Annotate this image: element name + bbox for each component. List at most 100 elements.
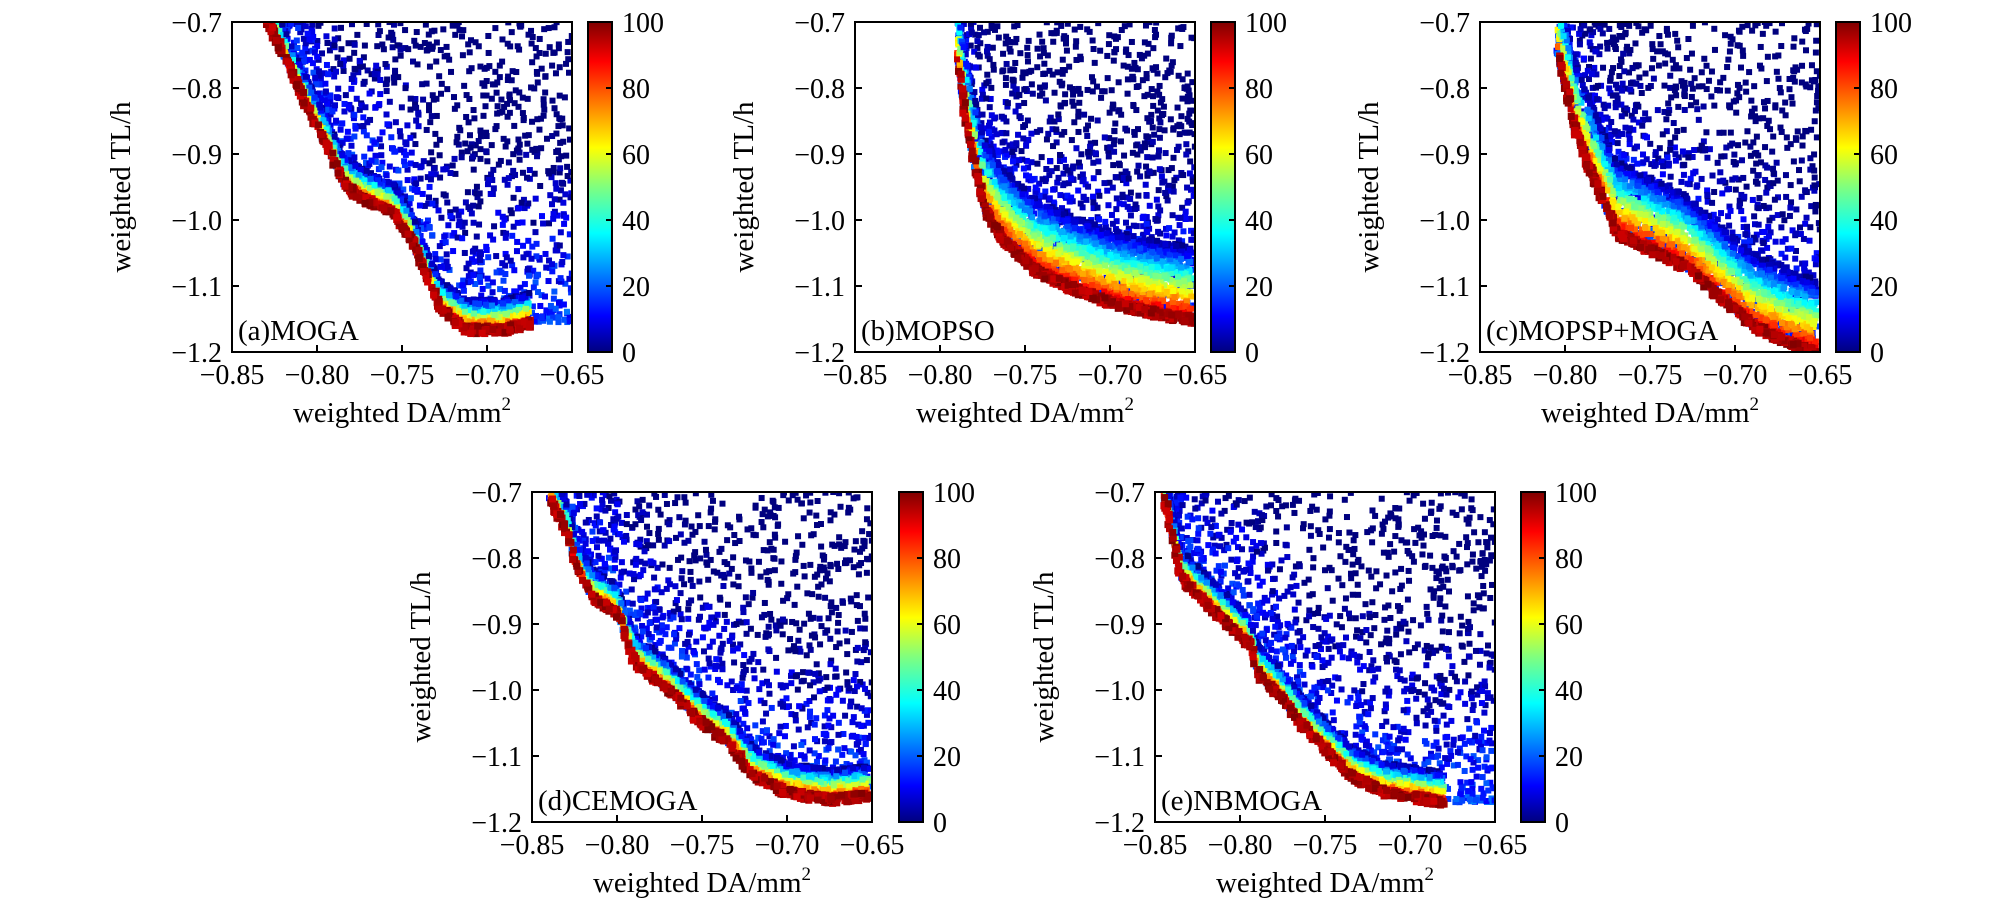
scatter-point	[458, 208, 465, 215]
scatter-point	[425, 194, 432, 201]
scatter-point	[428, 113, 435, 120]
front-point	[467, 330, 475, 338]
scatter-point	[1004, 103, 1011, 110]
scatter-point	[542, 73, 549, 80]
front-point	[380, 204, 388, 212]
scatter-point	[1105, 41, 1112, 48]
scatter-point	[477, 127, 484, 134]
scatter-point	[1056, 158, 1063, 165]
front-point	[282, 53, 290, 61]
scatter-point	[1041, 60, 1048, 67]
scatter-point	[302, 58, 309, 65]
scatter-point	[283, 31, 290, 38]
scatter-point	[481, 82, 488, 89]
scatter-point	[1187, 107, 1194, 114]
scatter-point	[1046, 195, 1053, 202]
scatter-point	[550, 49, 557, 56]
scatter-point	[389, 198, 396, 205]
scatter-point	[560, 252, 567, 259]
scatter-point	[517, 284, 524, 291]
scatter-point	[315, 68, 322, 75]
scatter-point	[304, 30, 311, 37]
scatter-point	[492, 316, 499, 323]
front-point	[516, 324, 524, 332]
scatter-point	[453, 293, 460, 300]
scatter-point	[451, 309, 458, 316]
scatter-point	[433, 112, 440, 119]
scatter-point	[524, 309, 531, 316]
scatter-point	[422, 22, 429, 28]
scatter-point	[355, 69, 362, 76]
scatter-point	[566, 136, 572, 143]
scatter-point	[552, 247, 559, 254]
scatter-point	[1019, 156, 1026, 163]
scatter-point	[505, 159, 512, 166]
scatter-point	[401, 158, 408, 165]
scatter-point	[455, 222, 462, 229]
scatter-point	[426, 102, 433, 109]
scatter-point	[1154, 88, 1161, 95]
scatter-point	[1076, 163, 1083, 170]
scatter-point	[1176, 222, 1183, 229]
front-point	[451, 319, 459, 327]
scatter-point	[971, 64, 978, 71]
scatter-point	[1102, 218, 1109, 225]
scatter-point	[1178, 113, 1185, 120]
scatter-point	[519, 219, 526, 226]
panel-label: (a)MOGA	[238, 315, 359, 347]
scatter-point	[543, 307, 550, 314]
scatter-point	[477, 249, 484, 256]
scatter-point	[541, 106, 548, 113]
scatter-point	[357, 123, 364, 130]
scatter-point	[1028, 130, 1035, 137]
scatter-point	[1019, 74, 1026, 81]
scatter-point	[564, 253, 571, 260]
scatter-point	[553, 111, 560, 118]
scatter-point	[497, 157, 504, 164]
scatter-point	[1003, 60, 1010, 67]
scatter-point	[545, 278, 552, 285]
scatter-point	[461, 219, 468, 226]
scatter-point	[1191, 164, 1195, 171]
scatter-point	[503, 254, 510, 261]
scatter-point	[1015, 131, 1022, 138]
scatter-point	[280, 32, 287, 39]
scatter-point	[400, 203, 407, 210]
x-axis-label: weighted DA/mm2	[293, 394, 511, 429]
scatter-point	[298, 26, 305, 33]
x-axis-label-sup: 2	[502, 394, 512, 415]
scatter-point	[459, 52, 466, 59]
scatter-point	[533, 312, 540, 319]
scatter-point	[1162, 189, 1169, 196]
scatter-point	[550, 314, 557, 321]
scatter-point	[427, 176, 434, 183]
scatter-point	[1062, 99, 1069, 106]
scatter-point	[355, 172, 362, 179]
scatter-point	[452, 31, 459, 38]
scatter-point	[324, 100, 331, 107]
scatter-point	[532, 279, 539, 286]
scatter-point	[474, 312, 481, 319]
front-point	[329, 161, 337, 169]
scatter-point	[543, 264, 550, 271]
scatter-point	[513, 312, 520, 319]
scatter-point	[567, 194, 572, 201]
scatter-point	[1168, 40, 1175, 47]
scatter-point	[362, 178, 369, 185]
scatter-point	[1023, 172, 1030, 179]
scatter-point	[971, 89, 978, 96]
scatter-point	[419, 190, 426, 197]
scatter-point	[429, 278, 436, 285]
scatter-point	[1023, 142, 1030, 149]
scatter-point	[487, 190, 494, 197]
scatter-point	[438, 214, 445, 221]
scatter-point	[396, 128, 403, 135]
scatter-point	[372, 152, 379, 159]
scatter-point	[351, 171, 358, 178]
scatter-point	[279, 26, 286, 33]
scatter-point	[1157, 119, 1164, 126]
scatter-point	[529, 310, 536, 317]
scatter-point	[465, 260, 472, 267]
front-point	[268, 24, 276, 32]
scatter-point	[429, 92, 436, 99]
